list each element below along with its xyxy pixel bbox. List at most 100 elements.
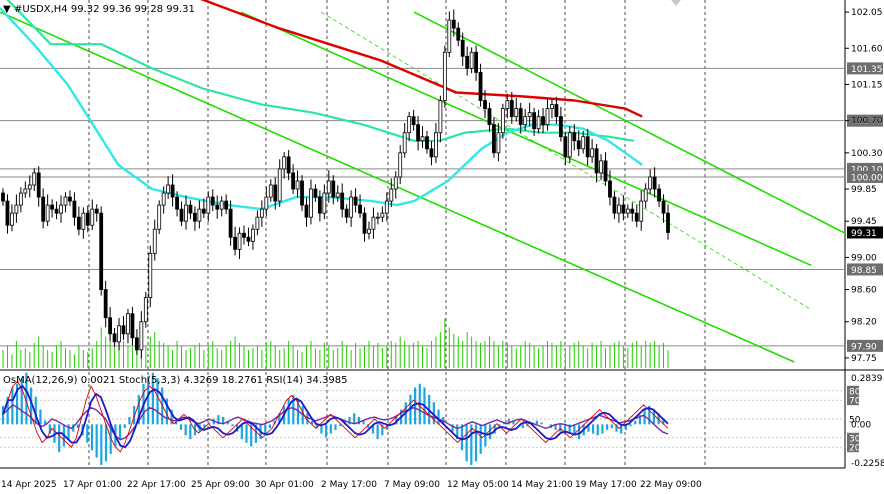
candle-body (264, 196, 269, 210)
stoch-level-badge (847, 432, 859, 443)
channel-midline-dashed (320, 11, 812, 311)
candle-body (420, 136, 425, 142)
candle-body (411, 116, 416, 126)
candle-body (340, 192, 345, 210)
candle-body (402, 132, 407, 154)
moving-averages (0, 0, 643, 211)
stoch-main-line (2, 384, 669, 449)
volume-bars (2, 318, 669, 368)
candle-body (331, 180, 336, 198)
candle-body (621, 204, 626, 214)
shift-marker-icon[interactable] (671, 0, 681, 6)
candle-body (545, 108, 550, 126)
candle-body (375, 216, 380, 219)
candle-body (585, 136, 590, 158)
candle-body (554, 104, 559, 118)
candle-body (594, 148, 599, 174)
candle-body (550, 104, 554, 109)
candle-body (326, 180, 331, 194)
price-tick-label: 102.05 (851, 8, 883, 18)
time-label: 14 May 21:00 (511, 480, 573, 490)
candle-body (193, 212, 197, 222)
candle-body (81, 212, 86, 230)
price-tick-label: 99.45 (851, 217, 877, 227)
candle-body (434, 132, 438, 158)
candle-body (661, 200, 666, 214)
level-badge (847, 170, 883, 183)
level-badge-label: 100.70 (851, 117, 883, 127)
candle-body (478, 71, 483, 101)
candle-body (536, 116, 541, 130)
candle-body (335, 192, 340, 198)
candle-body (322, 192, 327, 214)
candle-body (36, 172, 41, 198)
time-label: 14 Apr 2025 (1, 480, 57, 490)
candle-body (233, 236, 237, 250)
candle-body (438, 100, 443, 134)
candle-body (380, 212, 385, 218)
candle-body (567, 132, 572, 158)
candle-body (1, 192, 5, 202)
level-badge-label: 99.31 (851, 229, 877, 239)
candle-body (447, 19, 452, 53)
candle-body (41, 196, 46, 222)
candle-body (514, 108, 519, 118)
candle-body (175, 196, 179, 210)
candle-body (509, 100, 514, 118)
candle-body (139, 321, 144, 351)
candle-body (643, 188, 648, 202)
candle-body (277, 168, 282, 202)
candle-body (496, 132, 501, 154)
level-badge-label: 98.85 (851, 266, 877, 276)
candle-body (456, 27, 461, 41)
candle-body (603, 160, 608, 182)
candle-body (206, 196, 211, 214)
time-label: 22 May 09:00 (640, 480, 702, 490)
price-tick-label: 99.85 (851, 185, 877, 195)
candle-body (134, 337, 139, 351)
candle-body (572, 132, 577, 142)
candle-body (184, 204, 188, 222)
candle-body (309, 188, 313, 218)
moving-average-cyan (0, 7, 643, 211)
level-badge (847, 62, 883, 75)
candle-body (85, 212, 90, 226)
stoch-level-label: 70 (849, 397, 861, 407)
candle-body (317, 196, 322, 214)
candle-body (612, 196, 617, 214)
stoch-level-badge (847, 395, 859, 406)
candle-body (599, 160, 603, 174)
candle-body (367, 228, 371, 234)
candle-body (188, 204, 193, 214)
candle-body (117, 325, 121, 343)
candle-body (465, 55, 470, 69)
candle-body (523, 116, 528, 126)
candle-body (500, 108, 505, 134)
chart-title-arrow-icon[interactable]: ▼ (3, 4, 11, 15)
stoch-level-label: 50 (849, 416, 861, 426)
candle-body (157, 204, 162, 230)
candle-body (634, 212, 639, 222)
candle-body (666, 212, 670, 233)
level-badge (847, 226, 883, 239)
candle-body (219, 200, 224, 210)
stoch-level-badge (847, 442, 859, 453)
candle-body (201, 208, 206, 214)
candle-body (483, 100, 487, 109)
price-tick-label: 100.70 (851, 117, 883, 127)
stoch-level-badge (847, 414, 859, 424)
candle-body (259, 208, 264, 218)
candle-body (126, 313, 130, 335)
price-tick-label: 99.00 (851, 253, 877, 263)
stoch-level-label: 30 (849, 434, 861, 444)
candle-body (630, 208, 635, 214)
candle-body (121, 325, 126, 335)
stoch-signal-line (2, 380, 669, 453)
candle-body (148, 252, 153, 299)
stoch-level-label: 80 (849, 387, 861, 397)
candle-body (108, 317, 113, 335)
candle-body (460, 39, 465, 57)
candle-body (246, 236, 251, 242)
